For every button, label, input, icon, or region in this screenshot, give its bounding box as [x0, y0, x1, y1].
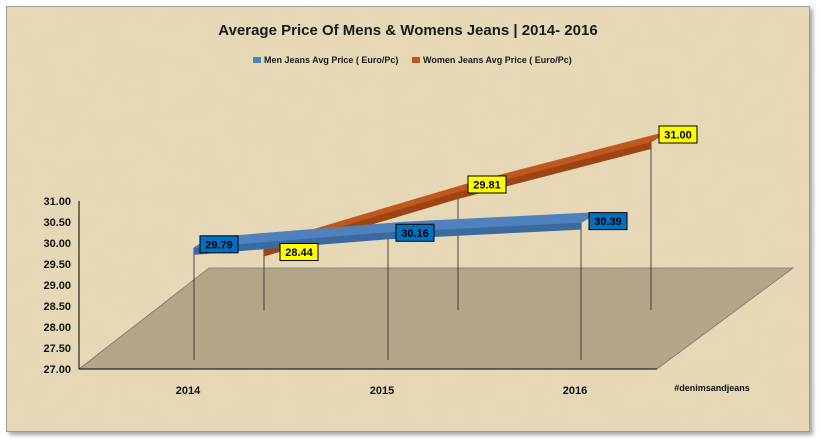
x-tick-label: 2016	[563, 385, 587, 397]
data-label-text: 28.44	[285, 247, 313, 259]
data-label: 30.16	[395, 223, 435, 242]
y-tick-label: 31.00	[43, 196, 71, 208]
data-label-box	[279, 243, 319, 262]
y-tick-label: 27.00	[43, 364, 71, 376]
chart-frame: Average Price Of Mens & Womens Jeans | 2…	[6, 6, 810, 432]
series-ribbon-front	[388, 222, 581, 240]
legend-swatch-men	[253, 57, 261, 63]
data-label: 30.39	[588, 212, 628, 231]
data-label-box	[658, 125, 698, 144]
y-tick-label: 29.50	[43, 259, 71, 271]
data-labels: 28.44 29.81 31.00 29.79 30.16 30.39	[199, 125, 698, 262]
data-label: 31.00	[658, 125, 698, 144]
data-label-box	[588, 212, 628, 231]
chart-title: Average Price Of Mens & Womens Jeans | 2…	[218, 22, 597, 39]
y-axis-ticks: 27.00 27.50 28.00 28.50 29.00 29.50 30.0…	[43, 196, 71, 376]
y-tick-label: 28.50	[43, 301, 71, 313]
y-tick-label: 30.50	[43, 217, 71, 229]
data-label-text: 31.00	[664, 130, 692, 142]
data-label: 29.81	[467, 175, 507, 194]
legend: Men Jeans Avg Price ( Euro/Pc) Women Jea…	[253, 55, 572, 65]
data-label-text: 29.81	[473, 179, 501, 191]
y-tick-label: 29.00	[43, 280, 71, 292]
y-tick-label: 28.00	[43, 322, 71, 334]
data-label-text: 29.79	[205, 239, 233, 251]
data-label-text: 30.39	[594, 216, 622, 228]
data-label-text: 30.16	[401, 228, 429, 240]
drop-lines	[193, 142, 652, 360]
data-label-box	[199, 235, 239, 254]
chart-svg: Average Price Of Mens & Womens Jeans | 2…	[7, 7, 809, 431]
annotation-tag: #denimsandjeans	[674, 383, 750, 393]
x-tick-label: 2014	[176, 385, 201, 397]
legend-swatch-women	[412, 57, 420, 63]
x-axis-categories: 2014 2015 2016	[176, 385, 587, 397]
data-label-box	[467, 175, 507, 194]
data-label-box	[395, 223, 435, 242]
series-ribbons	[193, 131, 668, 257]
legend-label-women: Women Jeans Avg Price ( Euro/Pc)	[423, 55, 572, 65]
legend-label-men: Men Jeans Avg Price ( Euro/Pc)	[264, 55, 398, 65]
data-label: 28.44	[279, 243, 319, 262]
y-tick-label: 27.50	[43, 343, 71, 355]
data-label: 29.79	[199, 235, 239, 254]
y-tick-label: 30.00	[43, 238, 71, 250]
x-tick-label: 2015	[370, 385, 394, 397]
